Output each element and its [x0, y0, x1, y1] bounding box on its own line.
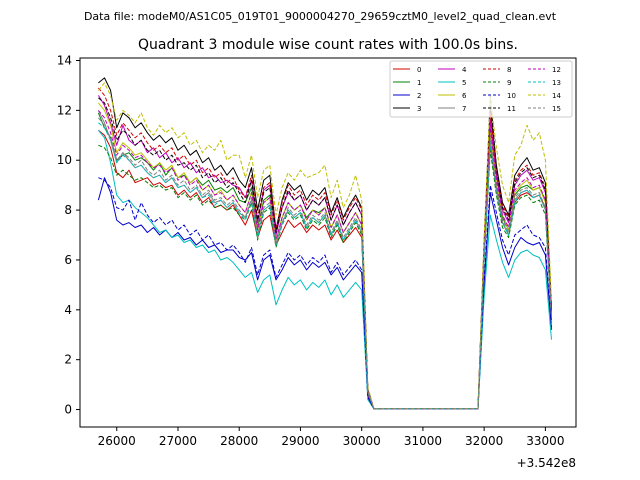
- series-line-15: [98, 117, 552, 410]
- x-tick-label: 28000: [220, 434, 258, 448]
- legend-box: [389, 60, 573, 118]
- x-tick-label: 29000: [281, 434, 319, 448]
- y-tick-label: 2: [64, 353, 72, 367]
- data-file-label: Data file: modeM0/AS1C05_019T01_90000042…: [84, 10, 557, 23]
- legend-label-12: 12: [552, 66, 561, 74]
- legend-label-4: 4: [462, 66, 467, 74]
- legend-label-15: 15: [552, 105, 561, 113]
- series-line-13: [98, 122, 552, 410]
- series-line-9: [98, 144, 552, 410]
- legend-label-8: 8: [507, 66, 511, 74]
- y-tick-label: 6: [64, 253, 72, 267]
- chart-title: Quadrant 3 module wise count rates with …: [138, 37, 518, 53]
- legend-label-9: 9: [507, 79, 511, 87]
- y-tick-label: 4: [64, 303, 72, 317]
- x-tick-label: 31000: [404, 434, 442, 448]
- y-tick-label: 0: [64, 403, 72, 417]
- plot-frame: [79, 57, 577, 428]
- legend-label-1: 1: [417, 79, 421, 87]
- x-tick-label: 30000: [343, 434, 381, 448]
- y-tick-label: 8: [64, 203, 72, 217]
- series-line-14: [98, 82, 552, 410]
- y-tick-label: 10: [57, 153, 72, 167]
- legend-label-10: 10: [507, 92, 516, 100]
- y-tick-label: 14: [57, 53, 72, 67]
- y-tick-label: 12: [57, 103, 72, 117]
- legend-label-13: 13: [552, 79, 561, 87]
- legend-label-14: 14: [552, 92, 561, 100]
- x-tick-label: 32000: [465, 434, 503, 448]
- legend-label-7: 7: [462, 105, 466, 113]
- legend-label-11: 11: [507, 105, 516, 113]
- x-tick-label: 33000: [526, 434, 564, 448]
- series-layer: [97, 77, 552, 410]
- legend-label-3: 3: [417, 105, 421, 113]
- x-tick-label: 27000: [159, 434, 197, 448]
- series-line-3: [98, 77, 552, 410]
- legend-label-2: 2: [417, 92, 421, 100]
- x-tick-label: 26000: [98, 434, 136, 448]
- legend-label-0: 0: [417, 66, 421, 74]
- series-line-11: [98, 94, 552, 410]
- axis-layer: 26000 27000 28000 29000 30000 31000 32000 33000…: [57, 53, 565, 448]
- legend-label-6: 6: [462, 92, 467, 100]
- legend-label-5: 5: [462, 79, 466, 87]
- x-offset-label: +3.542e8: [517, 456, 576, 470]
